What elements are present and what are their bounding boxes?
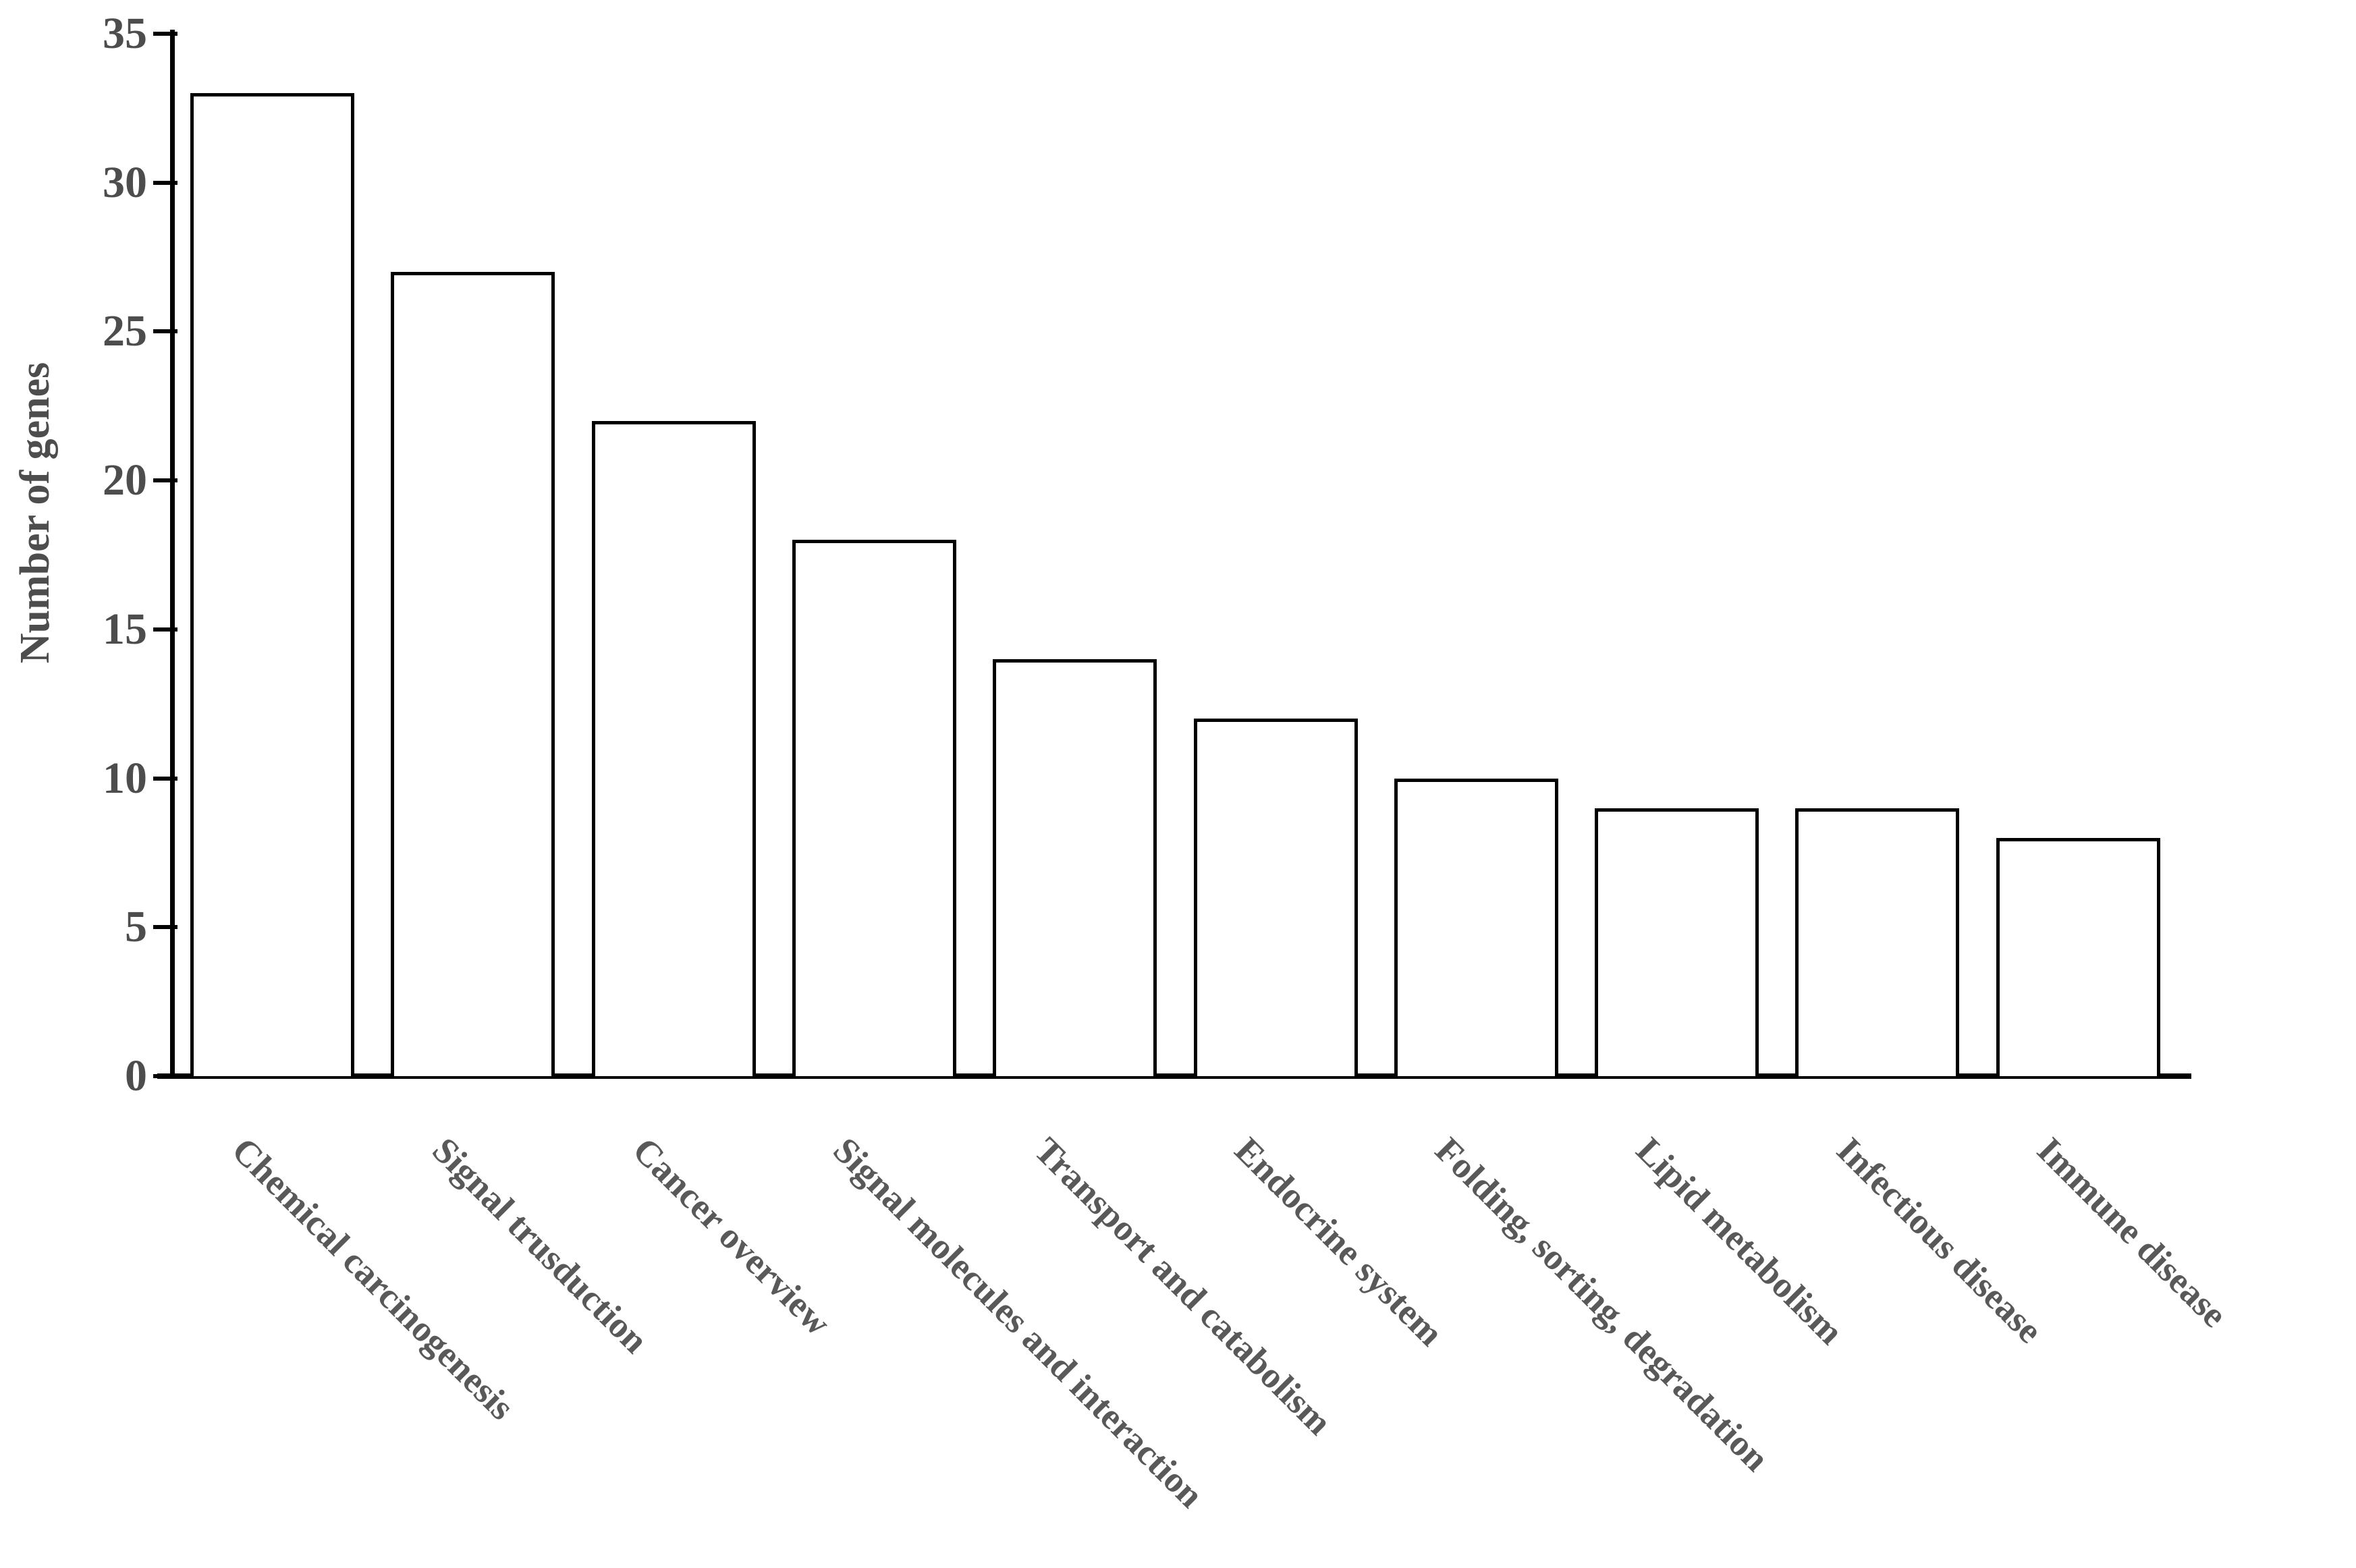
y-tick-label: 10 <box>103 753 147 803</box>
y-tick-mark <box>153 627 177 632</box>
x-category-label-text: Endocrine system <box>1227 1129 1452 1354</box>
y-tick-mark <box>153 180 177 185</box>
x-category-label-text: Signal trusduction <box>424 1129 656 1361</box>
x-category-label-text: Infectious disease <box>1829 1129 2051 1351</box>
x-category-label-text: Signal molecules and interaction <box>825 1129 1211 1515</box>
bar <box>792 540 956 1076</box>
y-tick-label: 5 <box>125 902 147 952</box>
bar <box>1595 808 1759 1076</box>
y-tick-label: 0 <box>125 1051 147 1100</box>
bar <box>1194 719 1358 1076</box>
x-category-label-text: Lipid metabolism <box>1628 1129 1852 1353</box>
y-tick-label: 25 <box>103 306 147 356</box>
bar <box>190 93 354 1076</box>
x-category-label-text: Folding, sorting, degradation <box>1427 1129 1777 1479</box>
bar <box>993 659 1157 1076</box>
y-tick-mark <box>153 329 177 334</box>
y-tick-mark <box>153 925 177 930</box>
x-axis-line <box>157 1073 2191 1079</box>
y-tick-label: 15 <box>103 604 147 654</box>
x-category-label-text: Cancer overview <box>625 1129 839 1343</box>
y-tick-mark <box>153 776 177 781</box>
y-tick-label: 20 <box>103 455 147 505</box>
bar <box>1996 838 2160 1076</box>
y-tick-label: 30 <box>103 157 147 207</box>
bar <box>391 272 555 1076</box>
y-tick-label: 35 <box>103 9 147 59</box>
bar <box>1394 779 1558 1076</box>
y-tick-mark <box>153 478 177 483</box>
bar <box>1795 808 1959 1076</box>
x-category-label-text: Immune disease <box>2029 1129 2235 1335</box>
y-axis-line <box>170 30 175 1079</box>
bar <box>592 421 756 1076</box>
y-tick-mark <box>153 32 177 36</box>
